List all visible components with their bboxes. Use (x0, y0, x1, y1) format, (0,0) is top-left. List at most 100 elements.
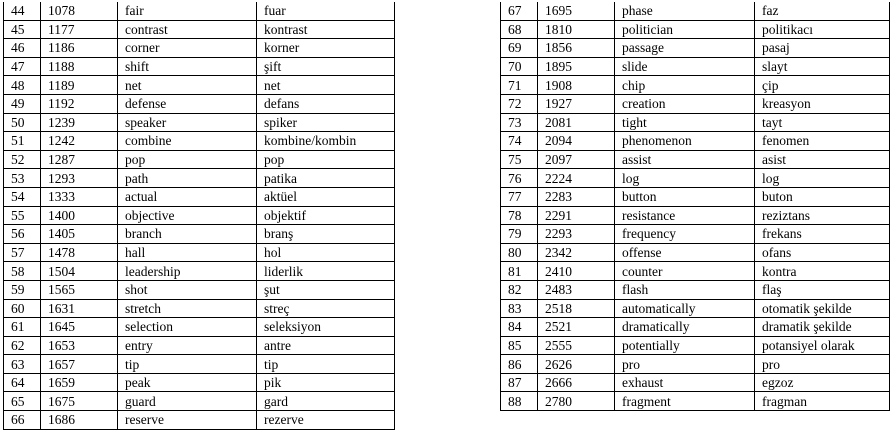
table-row: 75 2097 assist asist (500, 149, 890, 170)
table-row: 76 2224 log log (500, 168, 890, 188)
turkish-word-cell: gard (256, 391, 395, 412)
english-word-cell: button (614, 186, 755, 207)
frequency-rank-cell: 1565 (40, 279, 118, 300)
turkish-word-cell: liderlik (256, 261, 395, 281)
row-number-cell: 52 (3, 149, 41, 170)
frequency-rank-cell: 1333 (40, 186, 118, 207)
frequency-rank-cell: 2483 (537, 279, 615, 300)
english-word-cell: shot (117, 279, 257, 300)
english-word-cell: branch (117, 224, 257, 244)
frequency-rank-cell: 1927 (537, 93, 615, 114)
turkish-word-cell: faz (754, 2, 890, 21)
row-number-cell: 51 (3, 131, 41, 151)
turkish-word-cell: streç (256, 298, 395, 319)
row-number-cell: 86 (500, 354, 538, 374)
table-row: 45 1177 contrast kontrast (3, 19, 395, 40)
frequency-rank-cell: 1908 (537, 75, 615, 95)
english-word-cell: pop (117, 149, 257, 170)
table-row: 86 2626 pro pro (500, 354, 890, 374)
row-number-cell: 53 (3, 168, 41, 188)
frequency-rank-cell: 2518 (537, 298, 615, 319)
english-word-cell: dramatically (614, 317, 755, 337)
row-number-cell: 80 (500, 242, 538, 263)
row-number-cell: 63 (3, 354, 41, 374)
frequency-rank-cell: 1810 (537, 19, 615, 40)
row-number-cell: 46 (3, 38, 41, 58)
table-row: 56 1405 branch branş (3, 224, 395, 244)
table-row: 65 1675 guard gard (3, 391, 395, 412)
row-number-cell: 48 (3, 75, 41, 95)
english-word-cell: assist (614, 149, 755, 170)
turkish-word-cell: fragman (754, 391, 890, 412)
row-number-cell: 73 (500, 112, 538, 133)
turkish-word-cell: kontrast (256, 19, 395, 40)
table-row: 61 1645 selection seleksiyon (3, 317, 395, 337)
turkish-word-cell: seleksiyon (256, 317, 395, 337)
row-number-cell: 69 (500, 38, 538, 58)
turkish-word-cell: tip (256, 354, 395, 374)
english-word-cell: tight (614, 112, 755, 133)
table-row: 53 1293 path patika (3, 168, 395, 188)
english-word-cell: hall (117, 242, 257, 263)
frequency-rank-cell: 1675 (40, 391, 118, 412)
frequency-rank-cell: 1192 (40, 93, 118, 114)
turkish-word-cell: log (754, 168, 890, 188)
english-word-cell: leadership (117, 261, 257, 281)
turkish-word-cell: kontra (754, 261, 890, 281)
table-row: 85 2555 potentially potansiyel olarak (500, 335, 890, 356)
english-word-cell: defense (117, 93, 257, 114)
turkish-word-cell: fuar (256, 2, 395, 21)
english-word-cell: chip (614, 75, 755, 95)
row-number-cell: 60 (3, 298, 41, 319)
turkish-word-cell: şift (256, 56, 395, 77)
turkish-word-cell: kreasyon (754, 93, 890, 114)
row-number-cell: 77 (500, 186, 538, 207)
english-word-cell: selection (117, 317, 257, 337)
table-row: 83 2518 automatically otomatik şekilde (500, 298, 890, 319)
row-number-cell: 49 (3, 93, 41, 114)
table-row: 78 2291 resistance reziztans (500, 205, 890, 226)
row-number-cell: 85 (500, 335, 538, 356)
frequency-rank-cell: 2283 (537, 186, 615, 207)
frequency-rank-cell: 1478 (40, 242, 118, 263)
frequency-rank-cell: 2094 (537, 131, 615, 151)
turkish-word-cell: patika (256, 168, 395, 188)
english-word-cell: politician (614, 19, 755, 40)
turkish-word-cell: çip (754, 75, 890, 95)
table-row: 63 1657 tip tip (3, 354, 395, 374)
english-word-cell: pro (614, 354, 755, 374)
frequency-rank-cell: 2224 (537, 168, 615, 188)
row-number-cell: 64 (3, 372, 41, 393)
turkish-word-cell: otomatik şekilde (754, 298, 890, 319)
turkish-word-cell: spiker (256, 112, 395, 133)
row-number-cell: 50 (3, 112, 41, 133)
frequency-rank-cell: 1504 (40, 261, 118, 281)
table-row: 67 1695 phase faz (500, 2, 890, 21)
english-word-cell: contrast (117, 19, 257, 40)
row-number-cell: 65 (3, 391, 41, 412)
turkish-word-cell: pop (256, 149, 395, 170)
row-number-cell: 78 (500, 205, 538, 226)
table-row: 88 2780 fragment fragman (500, 391, 890, 412)
table-row: 62 1653 entry antre (3, 335, 395, 356)
english-word-cell: flash (614, 279, 755, 300)
english-word-cell: exhaust (614, 372, 755, 393)
english-word-cell: passage (614, 38, 755, 58)
english-word-cell: entry (117, 335, 257, 356)
english-word-cell: objective (117, 205, 257, 226)
turkish-word-cell: pro (754, 354, 890, 374)
turkish-word-cell: hol (256, 242, 395, 263)
frequency-rank-cell: 1653 (40, 335, 118, 356)
table-row: 87 2666 exhaust egzoz (500, 372, 890, 393)
row-number-cell: 68 (500, 19, 538, 40)
row-number-cell: 87 (500, 372, 538, 393)
row-number-cell: 59 (3, 279, 41, 300)
turkish-word-cell: dramatik şekilde (754, 317, 890, 337)
turkish-word-cell: politikacı (754, 19, 890, 40)
english-word-cell: stretch (117, 298, 257, 319)
frequency-rank-cell: 2410 (537, 261, 615, 281)
turkish-word-cell: frekans (754, 224, 890, 244)
english-word-cell: potentially (614, 335, 755, 356)
table-row: 54 1333 actual aktüel (3, 186, 395, 207)
table-row: 46 1186 corner korner (3, 38, 395, 58)
